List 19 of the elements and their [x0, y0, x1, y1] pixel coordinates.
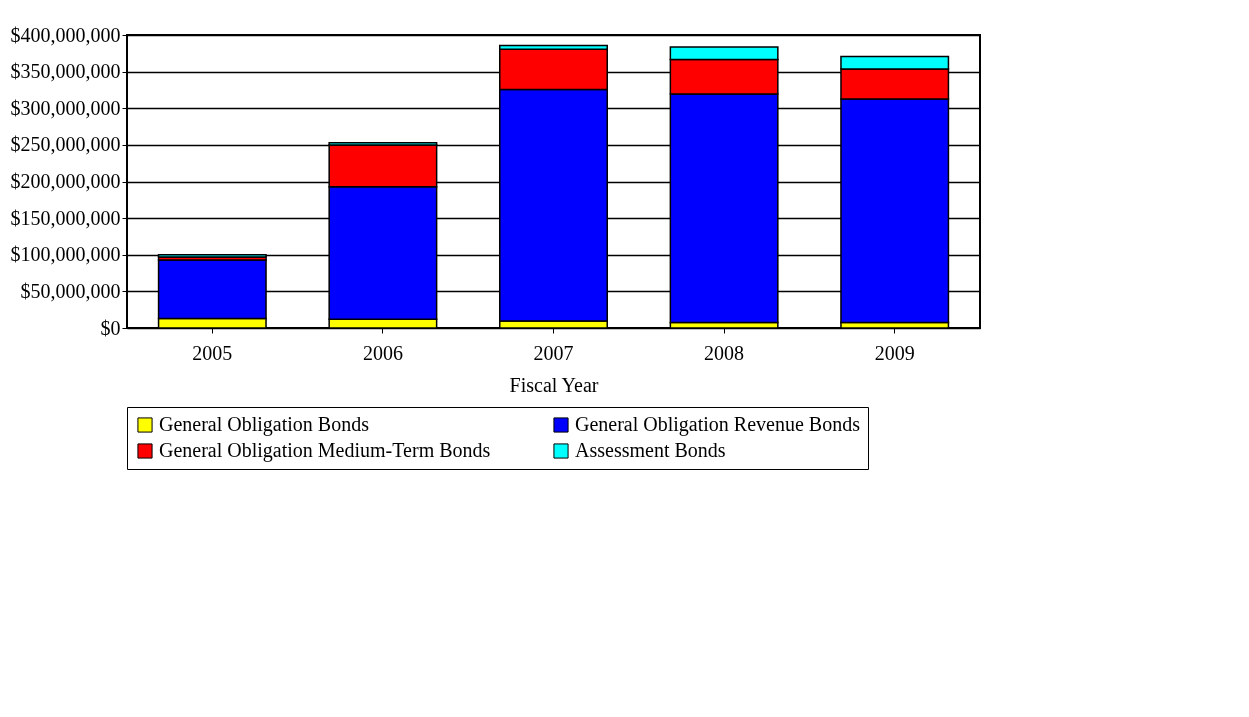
y-tick-label: $400,000,000 [10, 23, 121, 46]
x-axis-title: Fiscal Year [509, 373, 599, 396]
y-tick-label: $300,000,000 [10, 96, 121, 119]
legend-label: Assessment Bonds [575, 439, 726, 461]
y-tick-label: $350,000,000 [10, 60, 121, 83]
y-tick-label: $150,000,000 [10, 206, 121, 229]
x-tick-label: 2009 [874, 341, 915, 364]
legend-label: General Obligation Revenue Bonds [575, 413, 861, 436]
legend-label: General Obligation Bonds [159, 413, 370, 436]
y-tick-label: $200,000,000 [10, 170, 121, 192]
x-tick-label: 2006 [362, 341, 403, 364]
legend-label: General Obligation Medium-Term Bonds [159, 439, 491, 462]
y-tick-label: $0 [100, 316, 121, 339]
y-tick-label: $50,000,000 [20, 279, 121, 302]
x-tick-label: 2005 [192, 341, 233, 364]
y-tick-label: $250,000,000 [10, 133, 121, 156]
x-tick-label: 2007 [533, 341, 574, 364]
y-tick-label: $100,000,000 [10, 243, 121, 266]
x-tick-label: 2008 [704, 341, 745, 364]
